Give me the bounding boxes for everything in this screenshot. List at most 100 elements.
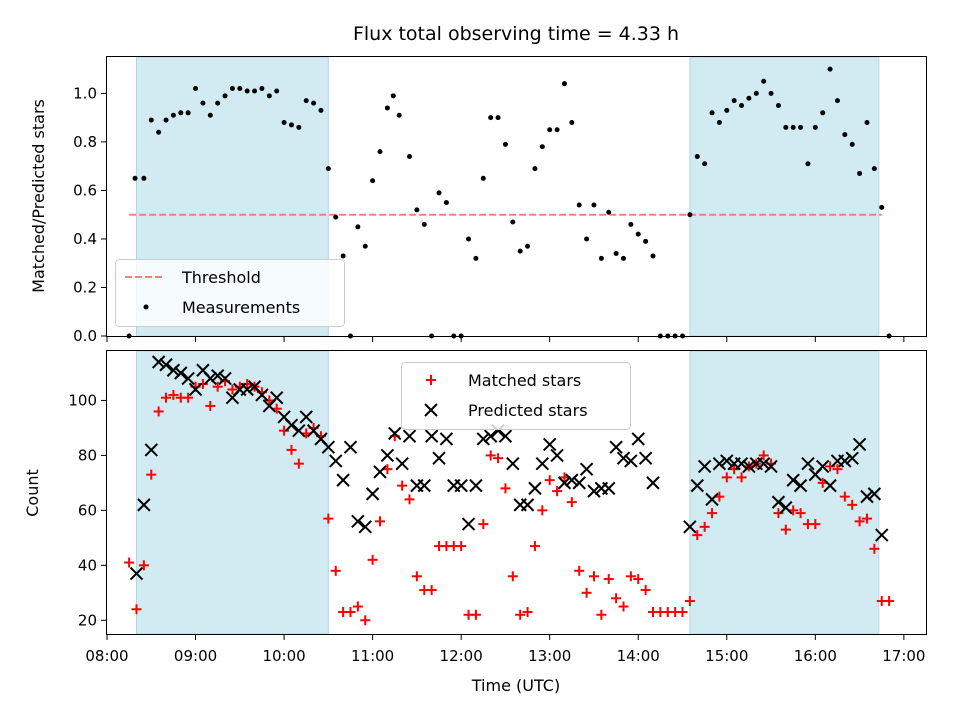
- measurement-point: [193, 86, 199, 92]
- matched-stars-point: [574, 565, 585, 576]
- measurement-point: [576, 202, 582, 208]
- matched-stars-point: [552, 486, 563, 497]
- predicted-stars-point: [793, 478, 808, 493]
- measurement-point: [132, 175, 138, 181]
- legend-threshold-label: Threshold: [181, 268, 261, 287]
- measurement-point: [443, 200, 449, 206]
- measurement-point: [170, 112, 176, 118]
- measurement-point: [731, 98, 737, 104]
- predicted-stars-point: [321, 440, 336, 454]
- predicted-stars-point: [144, 443, 158, 457]
- predicted-stars-point: [712, 456, 727, 471]
- predicted-stars-point: [852, 437, 867, 452]
- measurement-point: [156, 129, 162, 135]
- predicted-stars-point: [815, 459, 830, 474]
- measurement-point: [141, 175, 147, 181]
- predicted-stars-point: [166, 363, 181, 377]
- measurement-point: [340, 253, 346, 259]
- predicted-stars-point: [269, 391, 284, 405]
- measurement-point: [613, 251, 619, 257]
- predicted-stars-point: [203, 371, 218, 386]
- measurement-point: [200, 100, 206, 106]
- matched-stars-point: [729, 464, 740, 475]
- measurement-point: [148, 117, 154, 123]
- top-y-ticks: 0.0 0.2 0.4 0.6 0.8 1.0: [73, 84, 106, 345]
- bottom-y-ticks: 20 40 60 80 100: [68, 391, 106, 629]
- matched-stars-point: [411, 571, 422, 582]
- predicted-stars-point: [218, 371, 232, 386]
- matched-stars-point: [197, 378, 208, 389]
- measurement-point: [702, 161, 708, 167]
- predicted-stars-point: [174, 366, 188, 380]
- measurement-point: [421, 221, 427, 227]
- predicted-stars-point: [838, 454, 852, 468]
- y-tick-label: 20: [78, 611, 97, 629]
- predicted-stars-point: [483, 429, 498, 443]
- legend-measurements-label: Measurements: [182, 298, 300, 317]
- predicted-stars-point: [528, 481, 542, 496]
- measurement-point: [739, 103, 745, 109]
- predicted-stars-point: [181, 371, 195, 386]
- measurement-point: [820, 110, 826, 116]
- predicted-stars-point: [358, 520, 372, 534]
- x-tick-label: 09:00: [174, 647, 217, 665]
- bottom-x-ticks: 08:00 09:00 10:00 11:00 12:00 13:00 14:00 15:00…: [85, 635, 925, 665]
- measurement-point: [502, 141, 508, 147]
- measurement-point: [215, 100, 221, 106]
- legend-predicted-label: Predicted stars: [468, 401, 588, 420]
- predicted-stars-point: [845, 451, 859, 465]
- x-tick-label: 12:00: [440, 647, 483, 665]
- matched-stars-point: [780, 524, 791, 535]
- measurement-point: [244, 88, 250, 94]
- predicted-stars-point: [779, 500, 793, 515]
- matched-stars-point: [581, 587, 592, 598]
- predicted-stars-point: [159, 358, 173, 372]
- matched-stars-point: [692, 530, 703, 541]
- measurement-point: [842, 132, 848, 138]
- top-shaded-intervals: [136, 56, 880, 337]
- matched-stars-point: [212, 381, 223, 392]
- matched-stars-point: [485, 450, 496, 461]
- predicted-stars-point: [609, 440, 623, 454]
- measurement-point: [525, 243, 531, 249]
- matched-stars-point: [618, 601, 629, 612]
- x-tick-label: 16:00: [794, 647, 837, 665]
- predicted-stars-point: [129, 566, 144, 581]
- measurement-point: [333, 214, 339, 220]
- predicted-stars-point: [520, 498, 535, 512]
- matched-stars-point: [537, 505, 548, 516]
- measurement-point: [724, 107, 730, 113]
- matched-stars-point: [493, 453, 504, 464]
- matched-stars-point: [832, 464, 843, 475]
- predicted-stars-point: [860, 489, 874, 504]
- matched-stars-point: [633, 574, 644, 585]
- y-tick-label: 100: [68, 391, 97, 409]
- predicted-stars-point: [646, 476, 660, 490]
- measurement-point: [407, 153, 413, 159]
- matched-stars-point: [124, 557, 135, 568]
- predicted-stars-point: [624, 454, 638, 468]
- measurement-point: [650, 253, 656, 259]
- measurement-point: [857, 170, 863, 176]
- measurement-point: [222, 93, 228, 99]
- measurement-point: [709, 110, 715, 116]
- y-tick-label: 0.6: [73, 181, 97, 199]
- measurement-point: [547, 127, 553, 133]
- measurement-point: [768, 90, 774, 96]
- predicted-stars-point: [498, 429, 513, 443]
- predicted-stars-point: [476, 432, 491, 446]
- measurement-point: [185, 110, 191, 116]
- matched-stars-point: [131, 604, 142, 615]
- matched-stars-point: [375, 516, 385, 527]
- predicted-stars-point: [395, 456, 409, 471]
- matched-stars-point: [227, 384, 238, 395]
- matched-stars-point: [367, 554, 378, 565]
- predicted-stars-point: [786, 473, 800, 487]
- predicted-stars-point: [373, 465, 387, 479]
- x-tick-label: 14:00: [617, 647, 660, 665]
- x-tick-label: 11:00: [351, 647, 394, 665]
- shaded-interval: [689, 56, 880, 337]
- legend-matched-label: Matched stars: [468, 371, 581, 390]
- measurement-point: [798, 124, 804, 130]
- top-x-ticks: [106, 337, 905, 342]
